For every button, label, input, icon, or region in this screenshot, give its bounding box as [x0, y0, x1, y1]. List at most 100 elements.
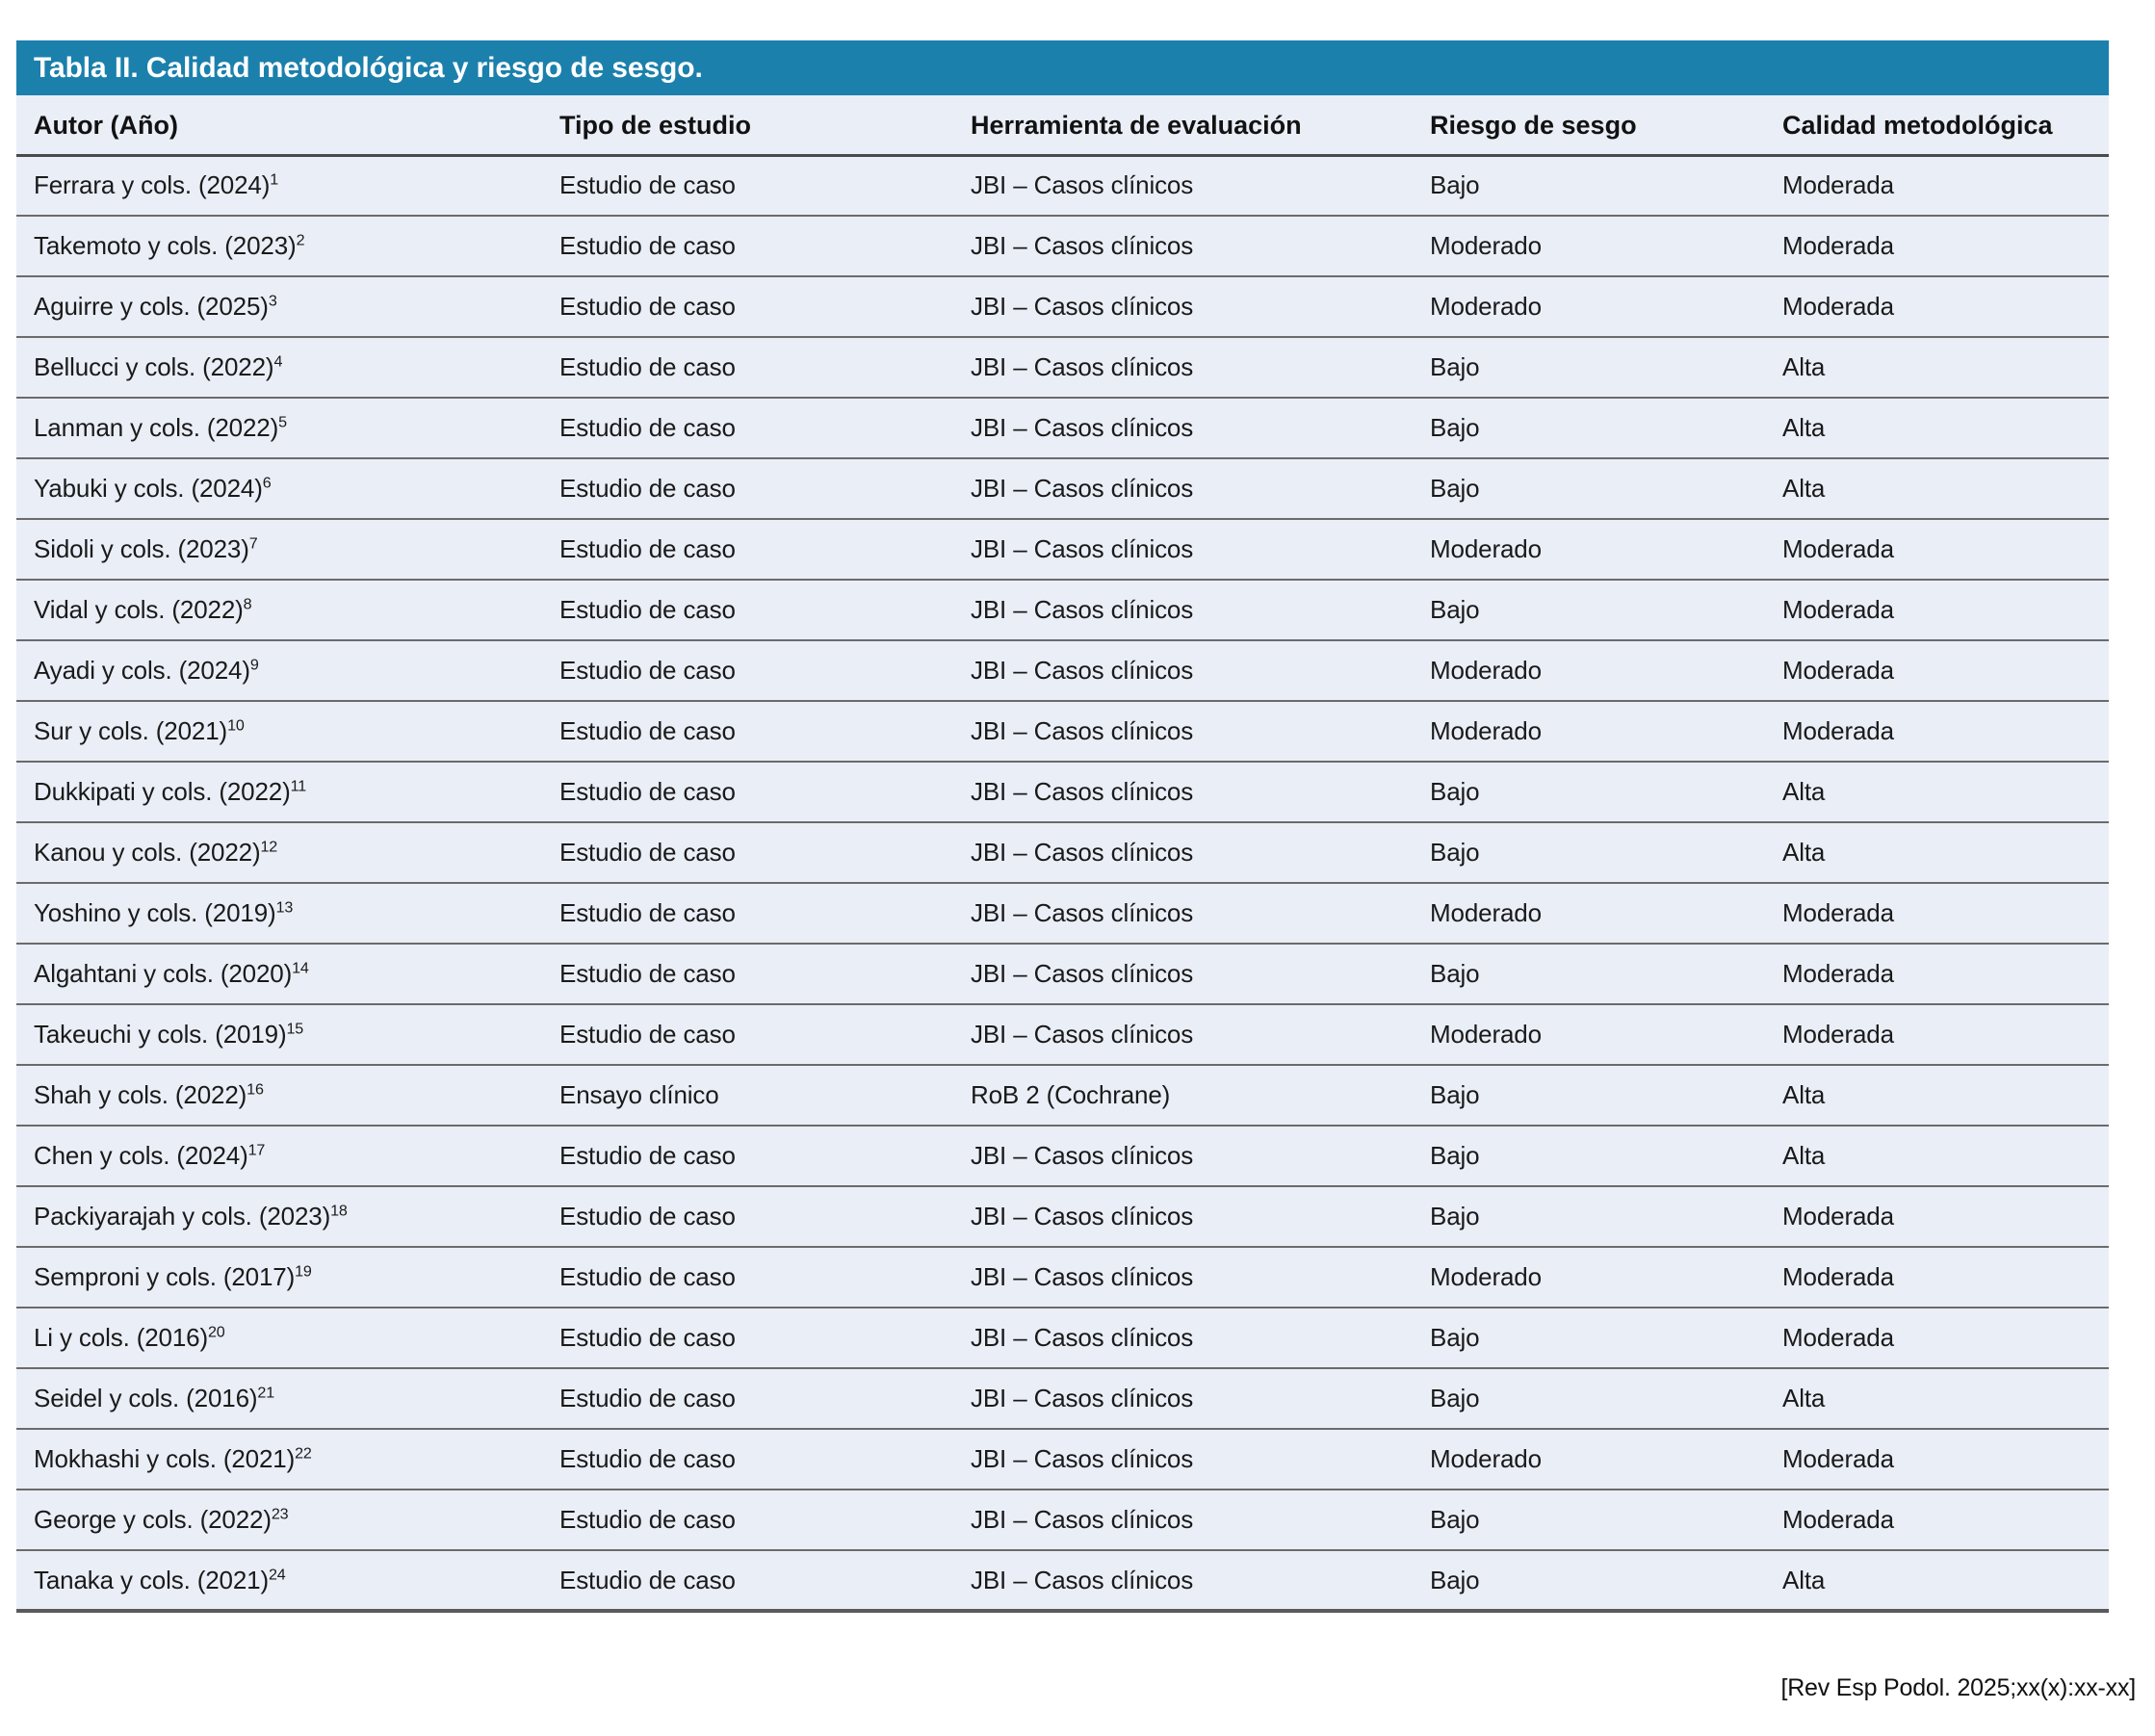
reference-superscript: 5: [278, 413, 287, 431]
cell-autor: Shah y cols. (2022)16: [16, 1065, 542, 1127]
cell-tipo: Estudio de caso: [542, 1308, 953, 1369]
cell-riesgo: Moderado: [1413, 519, 1765, 581]
cell-herramienta: JBI – Casos clínicos: [953, 398, 1413, 459]
cell-calidad: Moderada: [1765, 276, 2109, 338]
reference-superscript: 16: [247, 1080, 264, 1099]
autor-label: Dukkipati y cols. (2022): [34, 777, 291, 806]
cell-tipo: Estudio de caso: [542, 1247, 953, 1308]
autor-label: Seidel y cols. (2016): [34, 1384, 258, 1412]
autor-label: Chen y cols. (2024): [34, 1141, 248, 1170]
table-container: Tabla II. Calidad metodológica y riesgo …: [16, 40, 2109, 1613]
cell-riesgo: Moderado: [1413, 1247, 1765, 1308]
table-row: Ferrara y cols. (2024)1 Estudio de caso JB…: [16, 155, 2109, 217]
cell-herramienta: JBI – Casos clínicos: [953, 1308, 1413, 1369]
cell-calidad: Alta: [1765, 1126, 2109, 1187]
cell-riesgo: Bajo: [1413, 1490, 1765, 1551]
cell-calidad: Moderada: [1765, 216, 2109, 277]
table-caption-text: Tabla II. Calidad metodológica y riesgo …: [34, 51, 703, 84]
reference-superscript: 12: [260, 838, 278, 856]
cell-calidad: Alta: [1765, 762, 2109, 823]
table-row: Takeuchi y cols. (2019)15 Estudio de caso…: [16, 1004, 2109, 1066]
reference-superscript: 24: [268, 1565, 286, 1583]
cell-autor: Ayadi y cols. (2024)9: [16, 640, 542, 702]
cell-riesgo: Moderado: [1413, 883, 1765, 945]
cell-tipo: Estudio de caso: [542, 1368, 953, 1430]
table-row: Semproni y cols. (2017)19 Estudio de caso…: [16, 1247, 2109, 1308]
table-row: Aguirre y cols. (2025)3 Estudio de caso JB…: [16, 276, 2109, 338]
autor-label: Yoshino y cols. (2019): [34, 898, 276, 927]
table-row: Sidoli y cols. (2023)7 Estudio de caso JBI…: [16, 519, 2109, 581]
column-header-herramienta: Herramienta de evaluación: [953, 95, 1413, 157]
cell-autor: Sidoli y cols. (2023)7: [16, 519, 542, 581]
reference-superscript: 14: [292, 959, 309, 977]
cell-riesgo: Bajo: [1413, 1186, 1765, 1248]
cell-calidad: Moderada: [1765, 640, 2109, 702]
reference-superscript: 1: [270, 170, 279, 189]
reference-superscript: 13: [275, 898, 294, 917]
table-header-row: Autor (Año) Tipo de estudio Herramienta …: [16, 95, 2109, 157]
reference-superscript: 20: [207, 1323, 225, 1341]
column-header-calidad: Calidad metodológica: [1765, 95, 2109, 157]
autor-label: Algahtani y cols. (2020): [34, 959, 293, 988]
column-header-tipo: Tipo de estudio: [542, 95, 953, 157]
cell-autor: Vidal y cols. (2022)8: [16, 580, 542, 641]
journal-citation: [Rev Esp Podol. 2025;xx(x):xx-xx]: [1780, 1674, 2136, 1701]
cell-calidad: Moderada: [1765, 519, 2109, 581]
autor-label: Takemoto y cols. (2023): [34, 231, 297, 260]
table-row: Yabuki y cols. (2024)6 Estudio de caso JBI…: [16, 458, 2109, 520]
table-row: Takemoto y cols. (2023)2 Estudio de caso J…: [16, 216, 2109, 277]
cell-riesgo: Bajo: [1413, 1368, 1765, 1430]
autor-label: Sidoli y cols. (2023): [34, 534, 249, 563]
cell-autor: Tanaka y cols. (2021)24: [16, 1550, 542, 1613]
autor-label: Vidal y cols. (2022): [34, 595, 244, 624]
cell-autor: George y cols. (2022)23: [16, 1490, 542, 1551]
autor-label: Lanman y cols. (2022): [34, 413, 279, 442]
reference-superscript: 23: [271, 1505, 289, 1523]
cell-autor: Algahtani y cols. (2020)14: [16, 944, 542, 1005]
cell-autor: Li y cols. (2016)20: [16, 1308, 542, 1369]
cell-riesgo: Bajo: [1413, 155, 1765, 217]
table-head: Autor (Año) Tipo de estudio Herramienta …: [16, 95, 2109, 157]
autor-label: Tanaka y cols. (2021): [34, 1565, 269, 1594]
autor-label: Aguirre y cols. (2025): [34, 292, 269, 321]
cell-calidad: Moderada: [1765, 155, 2109, 217]
reference-superscript: 19: [295, 1262, 312, 1281]
reference-superscript: 9: [249, 656, 259, 674]
cell-autor: Yoshino y cols. (2019)13: [16, 883, 542, 945]
autor-label: Bellucci y cols. (2022): [34, 352, 274, 381]
cell-herramienta: JBI – Casos clínicos: [953, 337, 1413, 399]
cell-riesgo: Moderado: [1413, 1004, 1765, 1066]
table-row: Li y cols. (2016)20 Estudio de caso JBI – …: [16, 1308, 2109, 1369]
cell-riesgo: Bajo: [1413, 1550, 1765, 1613]
reference-superscript: 17: [247, 1141, 266, 1159]
table-row: Seidel y cols. (2016)21 Estudio de caso JB…: [16, 1368, 2109, 1430]
table-row: Sur y cols. (2021)10 Estudio de caso JBI –…: [16, 701, 2109, 763]
table-row: Yoshino y cols. (2019)13 Estudio de caso J…: [16, 883, 2109, 945]
cell-tipo: Estudio de caso: [542, 1126, 953, 1187]
cell-riesgo: Moderado: [1413, 701, 1765, 763]
cell-calidad: Moderada: [1765, 701, 2109, 763]
cell-tipo: Estudio de caso: [542, 1490, 953, 1551]
table-row: Kanou y cols. (2022)12 Estudio de caso JBI…: [16, 822, 2109, 884]
cell-herramienta: JBI – Casos clínicos: [953, 155, 1413, 217]
autor-label: Mokhashi y cols. (2021): [34, 1444, 296, 1473]
cell-calidad: Alta: [1765, 337, 2109, 399]
cell-calidad: Alta: [1765, 1065, 2109, 1127]
cell-herramienta: JBI – Casos clínicos: [953, 1429, 1413, 1490]
cell-riesgo: Bajo: [1413, 580, 1765, 641]
autor-label: George y cols. (2022): [34, 1505, 272, 1534]
cell-riesgo: Moderado: [1413, 640, 1765, 702]
cell-riesgo: Moderado: [1413, 276, 1765, 338]
cell-riesgo: Bajo: [1413, 398, 1765, 459]
reference-superscript: 2: [296, 231, 305, 249]
table-row: Packiyarajah y cols. (2023)18 Estudio de …: [16, 1186, 2109, 1248]
cell-calidad: Moderada: [1765, 883, 2109, 945]
table-row: Algahtani y cols. (2020)14 Estudio de cas…: [16, 944, 2109, 1005]
reference-superscript: 8: [243, 595, 252, 613]
cell-herramienta: JBI – Casos clínicos: [953, 580, 1413, 641]
cell-herramienta: JBI – Casos clínicos: [953, 1186, 1413, 1248]
cell-calidad: Alta: [1765, 1368, 2109, 1430]
cell-tipo: Estudio de caso: [542, 398, 953, 459]
table-row: Chen y cols. (2024)17 Estudio de caso JBI …: [16, 1126, 2109, 1187]
cell-tipo: Estudio de caso: [542, 1186, 953, 1248]
